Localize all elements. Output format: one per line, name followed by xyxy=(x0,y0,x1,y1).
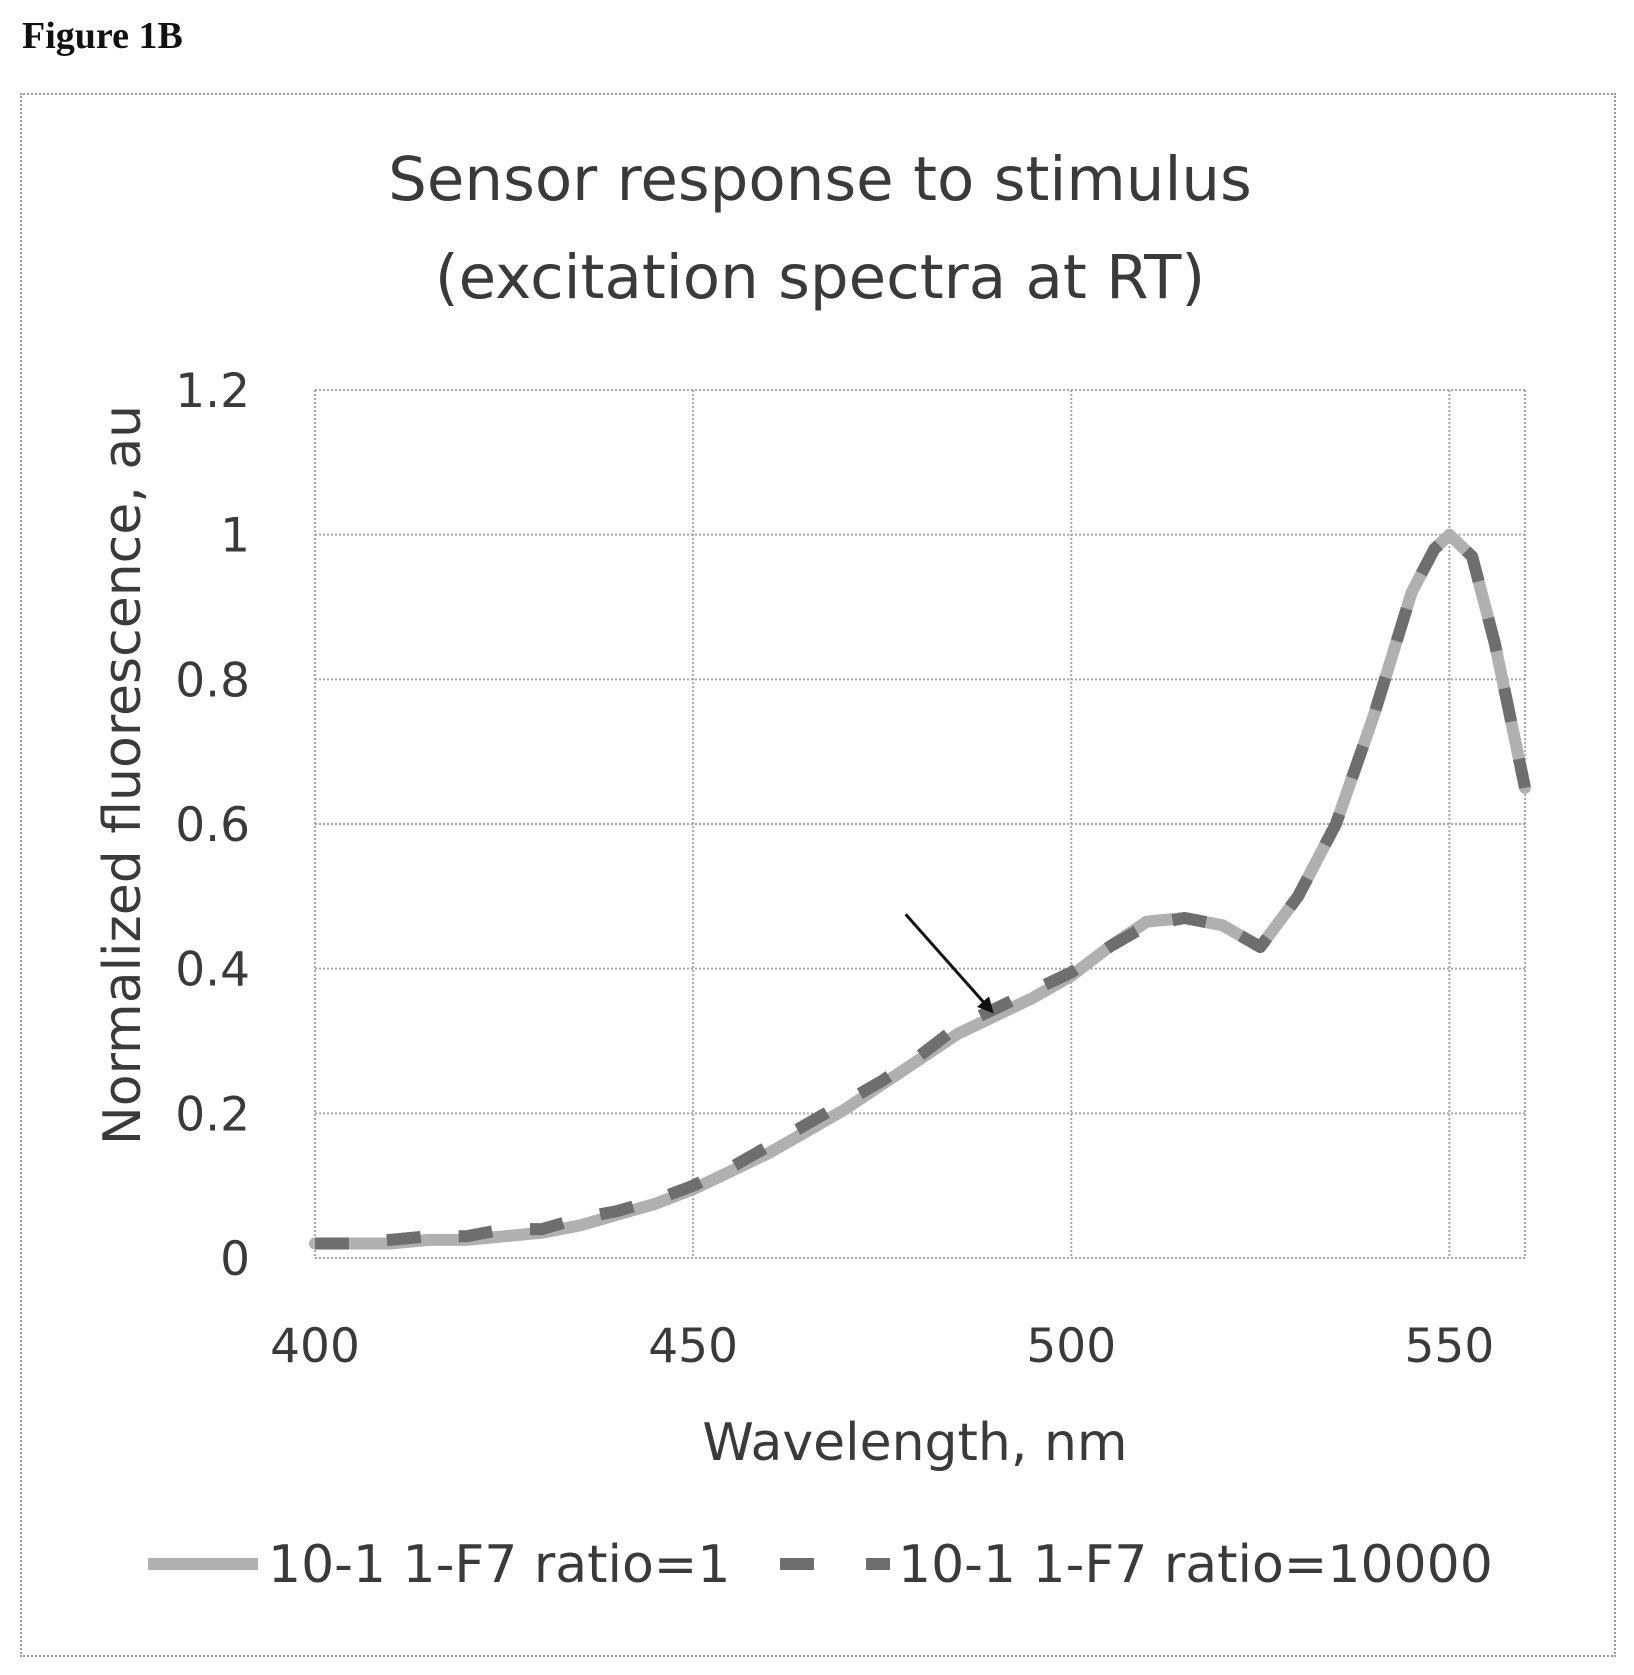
tick-layer: 0 0.2 0.4 0.6 0.8 1 1.2 400 450 500 550 xyxy=(175,364,1494,1374)
chart-subtitle: (excitation spectra at RT) xyxy=(435,242,1205,313)
series-layer xyxy=(309,528,1531,1250)
figure-label: Figure 1B xyxy=(22,15,183,57)
y-tick-label: 0.2 xyxy=(175,1087,250,1142)
series-line-2 xyxy=(315,528,1531,1250)
y-tick-label: 0.4 xyxy=(175,943,250,998)
annotation-arrow xyxy=(904,913,994,1014)
y-tick-label: 0 xyxy=(220,1232,250,1287)
y-axis-label: Normalized fluorescence, au xyxy=(93,405,153,1145)
chart-title: Sensor response to stimulus xyxy=(388,144,1252,215)
x-tick-label: 500 xyxy=(1026,1319,1116,1374)
y-tick-label: 0.8 xyxy=(175,653,250,708)
series-line-1 xyxy=(309,528,1531,1250)
legend-label-2: 10-1 1-F7 ratio=10000 xyxy=(898,1535,1493,1595)
x-tick-label: 450 xyxy=(648,1319,738,1374)
x-tick-label: 550 xyxy=(1405,1319,1495,1374)
y-tick-label: 0.6 xyxy=(175,798,250,853)
annotation-layer xyxy=(904,913,994,1014)
grid-layer xyxy=(314,389,1526,1259)
legend-label-1: 10-1 1-F7 ratio=1 xyxy=(268,1535,730,1595)
chart-frame xyxy=(20,93,1616,1657)
x-axis-label: Wavelength, nm xyxy=(702,1413,1127,1473)
y-tick-label: 1.2 xyxy=(175,364,250,419)
y-tick-label: 1 xyxy=(220,509,250,564)
legend: 10-1 1-F7 ratio=1 10-1 1-F7 ratio=10000 xyxy=(148,1535,1493,1595)
x-tick-label: 400 xyxy=(270,1319,360,1374)
